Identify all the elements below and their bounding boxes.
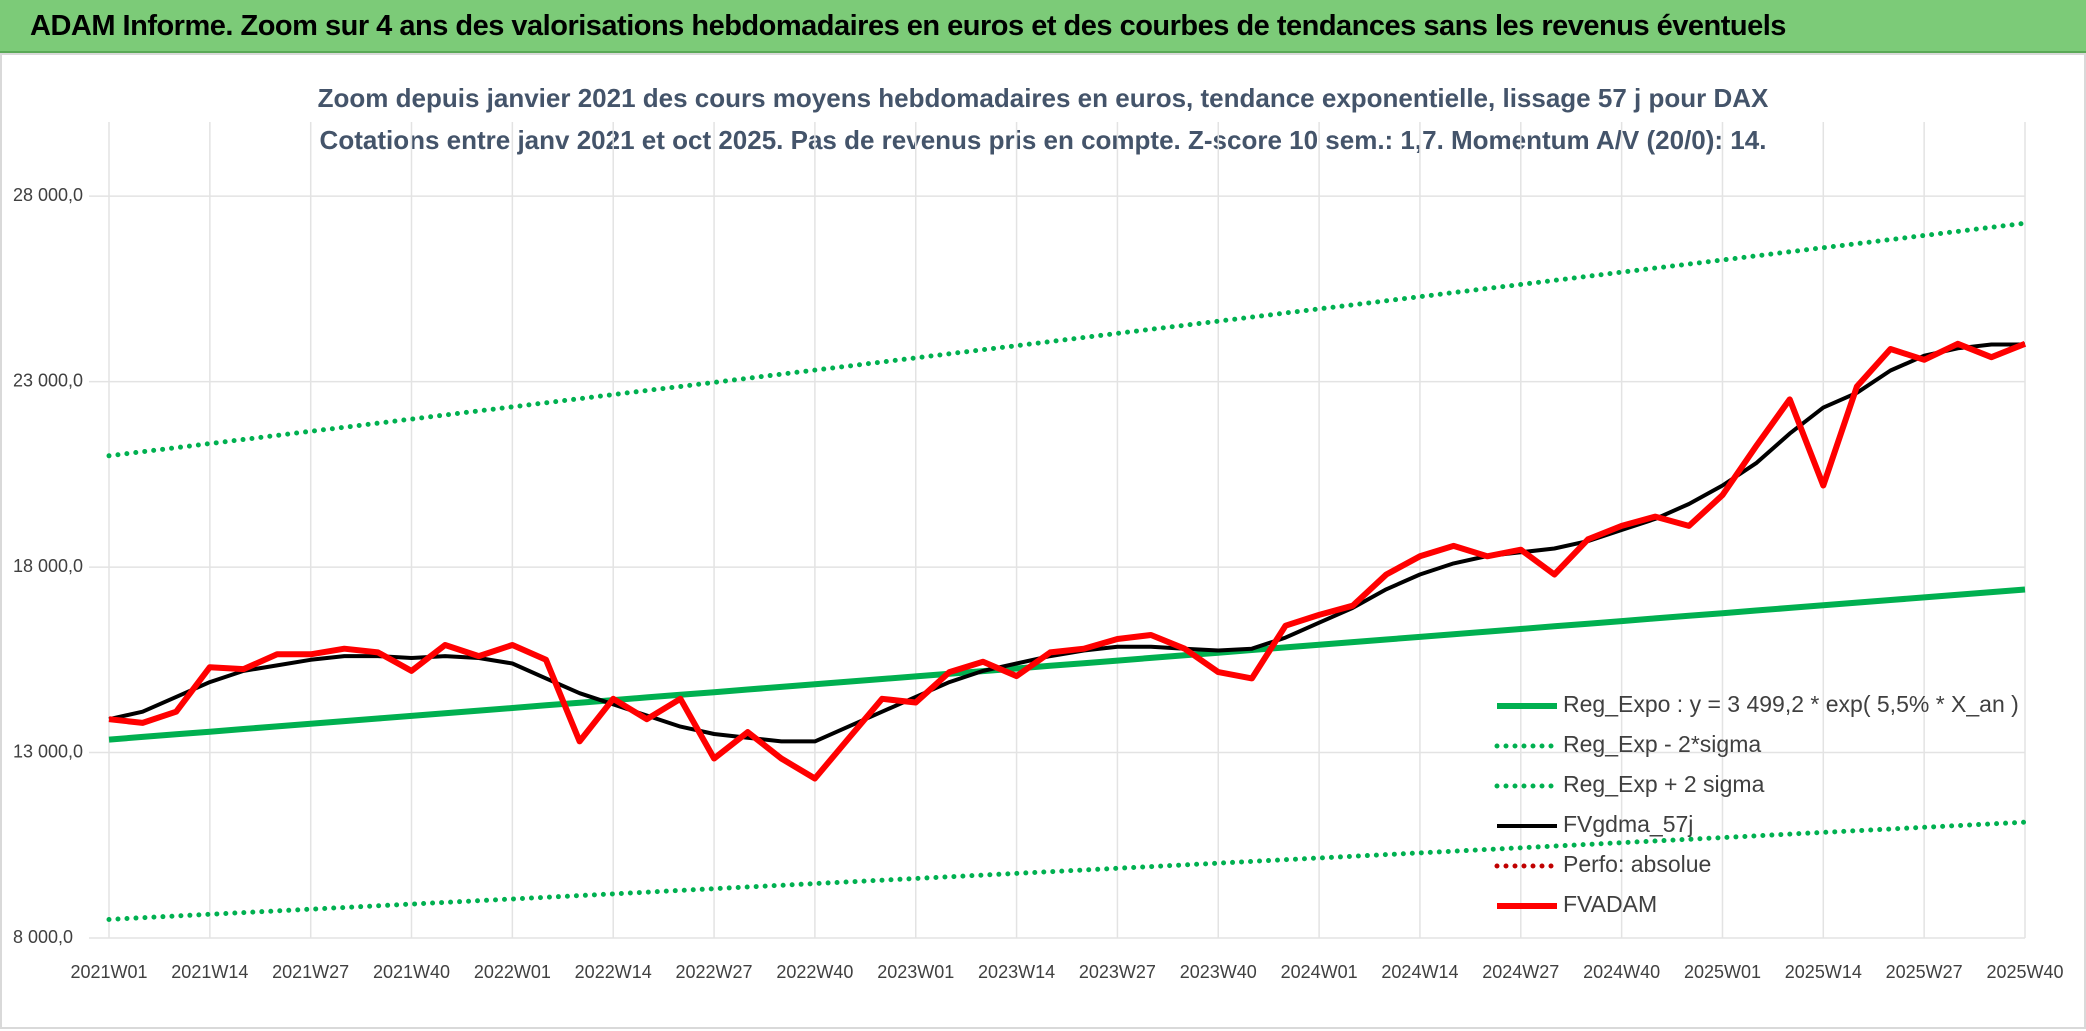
header-bar: ADAM Informe. Zoom sur 4 ans des valoris…	[0, 0, 2086, 53]
x-tick-label: 2022W40	[776, 962, 853, 982]
chart: Zoom depuis janvier 2021 des cours moyen…	[0, 53, 2086, 1029]
x-tick-label: 2025W01	[1684, 962, 1761, 982]
x-tick-label: 2021W14	[171, 962, 248, 982]
x-tick-label: 2021W27	[272, 962, 349, 982]
x-tick-label: 2023W40	[1180, 962, 1257, 982]
x-tick-label: 2024W01	[1281, 962, 1358, 982]
legend-label: Perfo: absolue	[1563, 851, 1711, 877]
header-title: ADAM Informe. Zoom sur 4 ans des valoris…	[30, 10, 1786, 42]
x-tick-label: 2024W40	[1583, 962, 1660, 982]
x-tick-label: 2023W14	[978, 962, 1055, 982]
x-tick-label: 2025W14	[1785, 962, 1862, 982]
x-tick-label: 2023W01	[877, 962, 954, 982]
series-line	[106, 220, 2028, 459]
x-tick-label: 2023W27	[1079, 962, 1156, 982]
x-tick-label: 2025W27	[1886, 962, 1963, 982]
y-tick-label: 13 000,0	[13, 741, 83, 761]
legend-label: Reg_Exp + 2 sigma	[1563, 771, 1765, 797]
series-line	[108, 340, 2027, 782]
legend-label: Reg_Expo : y = 3 499,2 * exp( 5,5% * X_a…	[1563, 691, 2019, 717]
series-line	[108, 586, 2026, 743]
legend-label: Reg_Exp - 2*sigma	[1563, 731, 1761, 757]
y-tick-label: 18 000,0	[13, 556, 83, 576]
y-tick-label: 8 000,0	[13, 927, 73, 947]
y-tick-label: 23 000,0	[13, 370, 83, 390]
chart-subtitle: Cotations entre janv 2021 et oct 2025. P…	[320, 125, 1767, 155]
legend-label: FVgdma_57j	[1563, 811, 1693, 837]
chart-frame	[0, 53, 2086, 1029]
x-tick-label: 2021W01	[70, 962, 147, 982]
y-tick-label: 28 000,0	[13, 185, 83, 205]
legend-label: FVADAM	[1563, 891, 1657, 917]
x-tick-label: 2022W14	[575, 962, 652, 982]
x-tick-label: 2021W40	[373, 962, 450, 982]
x-tick-label: 2024W14	[1381, 962, 1458, 982]
x-tick-label: 2022W27	[676, 962, 753, 982]
x-tick-label: 2024W27	[1482, 962, 1559, 982]
x-tick-label: 2022W01	[474, 962, 551, 982]
x-tick-label: 2025W40	[1986, 962, 2063, 982]
chart-title: Zoom depuis janvier 2021 des cours moyen…	[318, 83, 1769, 113]
